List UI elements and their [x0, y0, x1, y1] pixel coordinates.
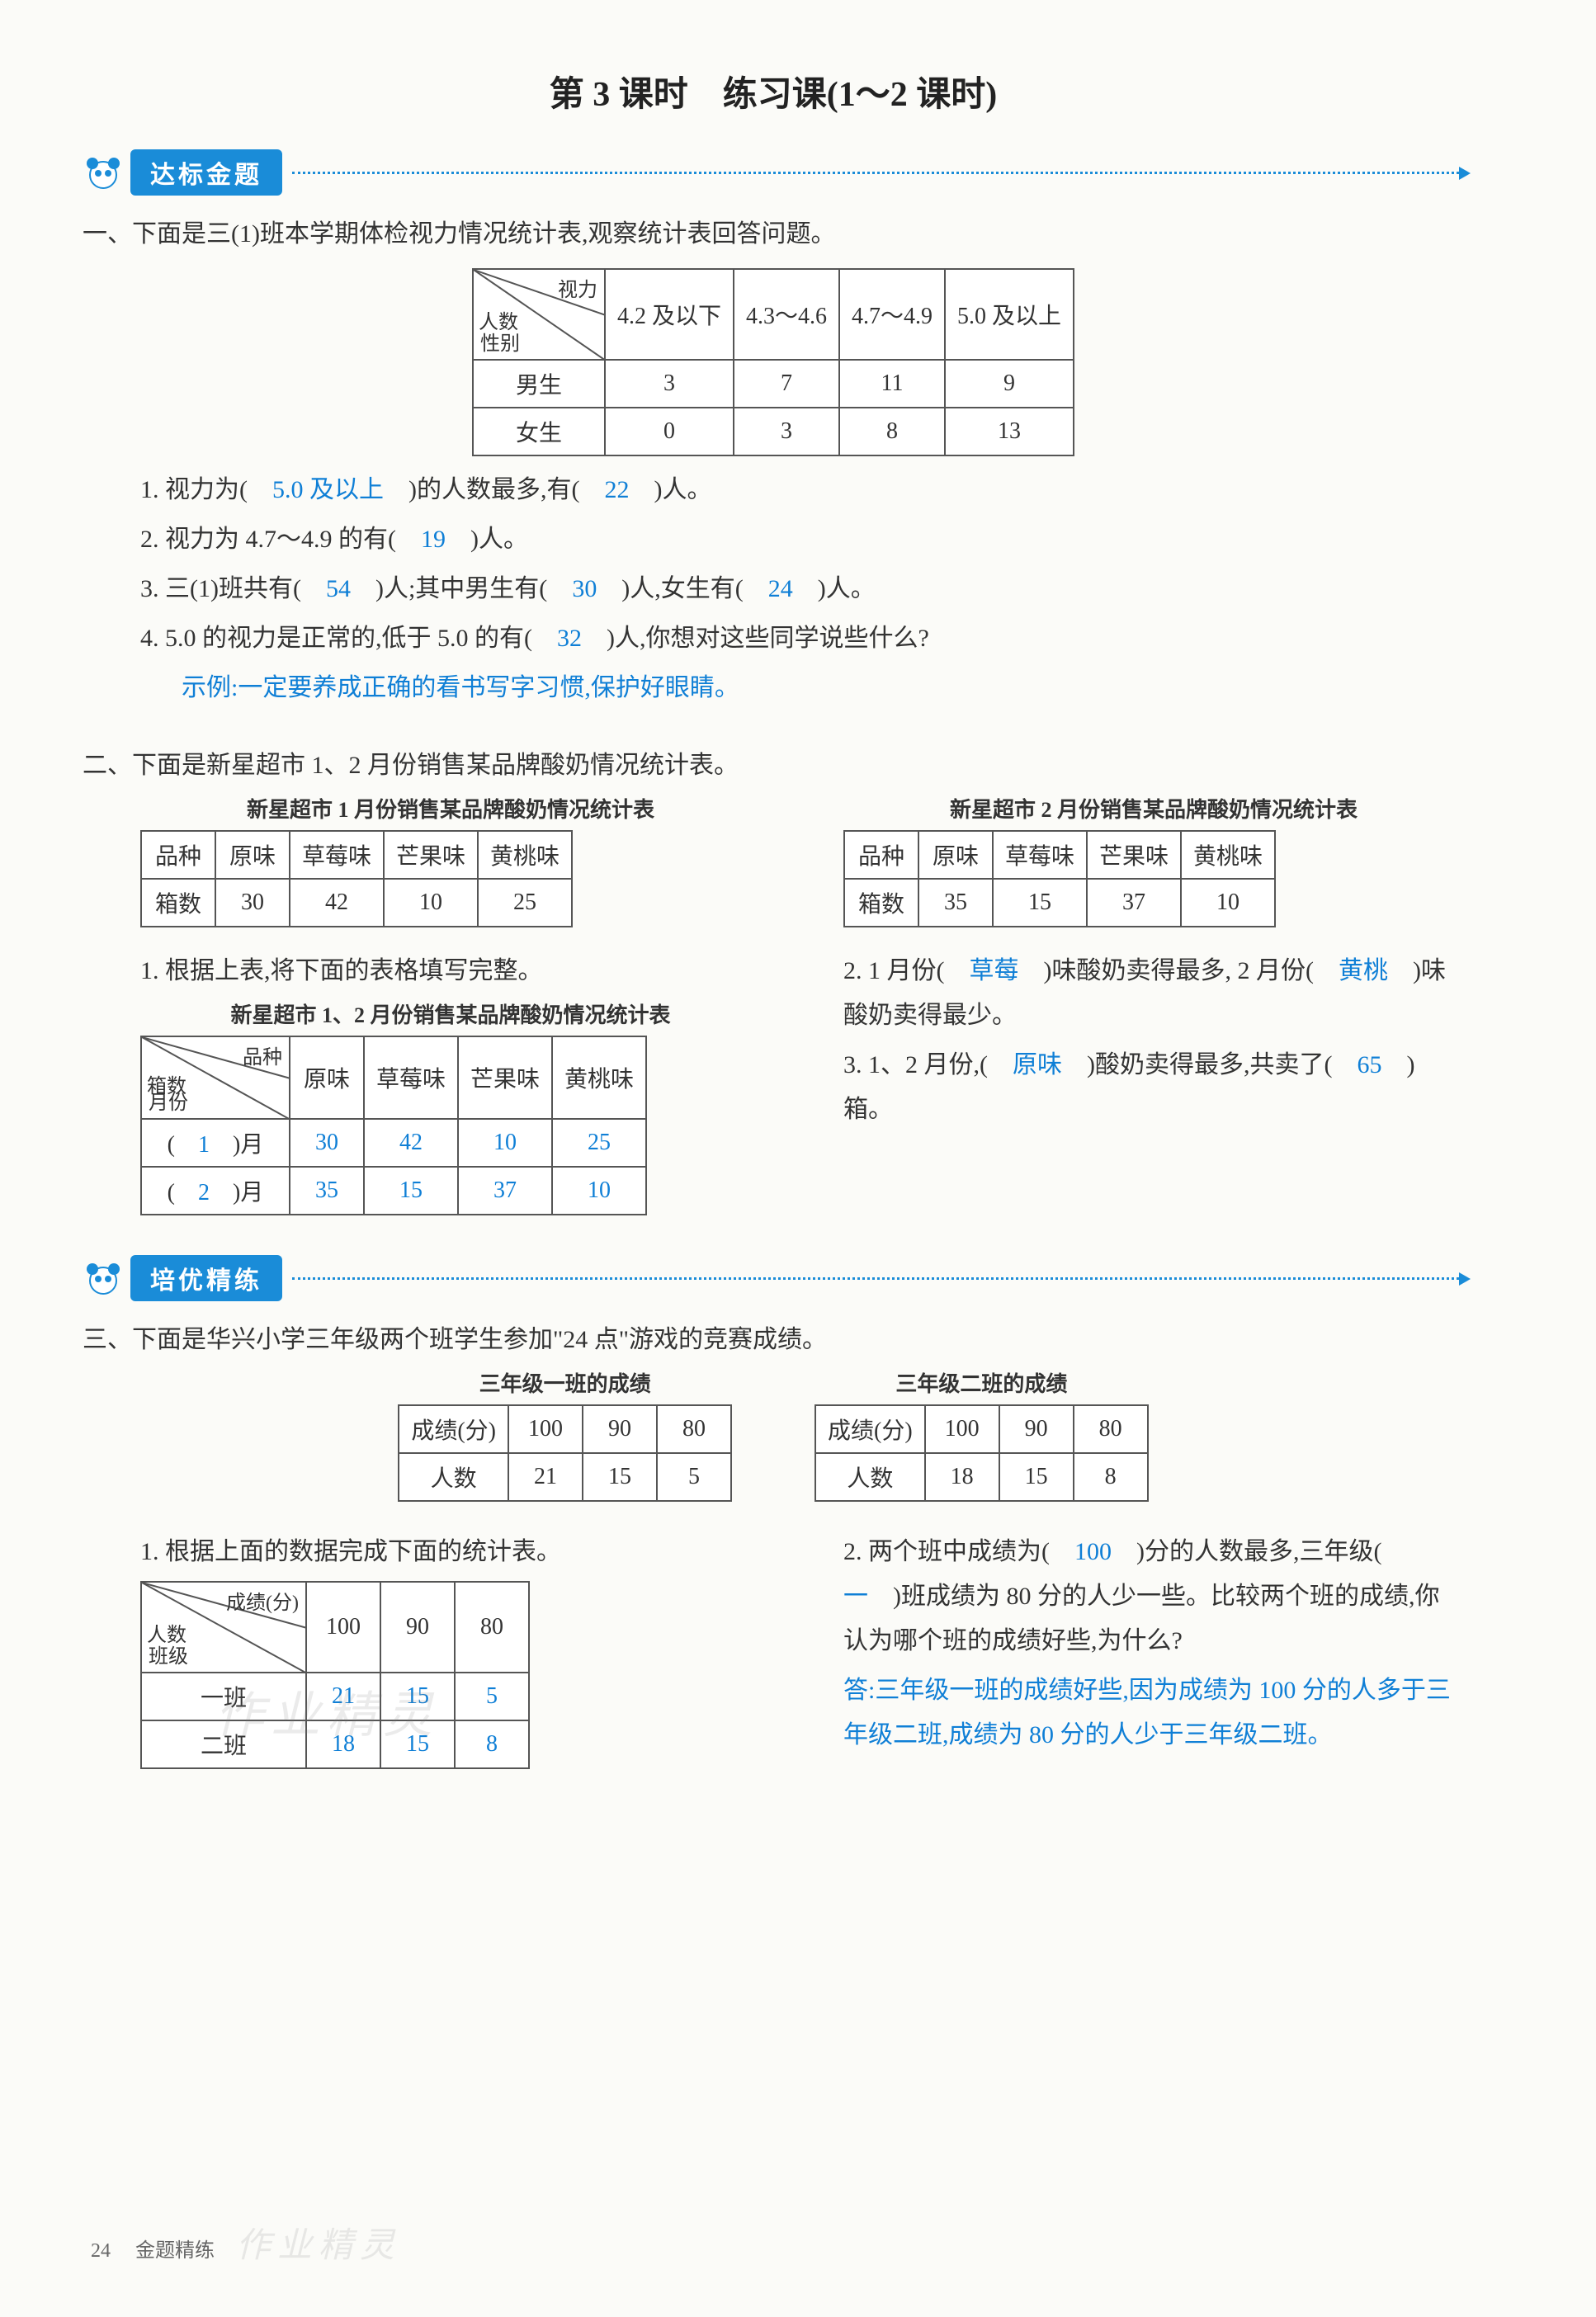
answer: 19	[421, 526, 446, 553]
q1-table-diag: 视力 人数 性别	[473, 269, 605, 360]
q3-sub2-answer: 答:三年级一班的成绩好些,因为成绩为 100 分的人多于三年级二班,成绩为 80…	[843, 1668, 1464, 1758]
q2-table-feb: 品种 原味 草莓味 芒果味 黄桃味 箱数 35 15 37 10	[843, 830, 1276, 927]
section-1-badge: 达标金题	[130, 149, 282, 196]
divider-line	[292, 172, 1464, 174]
q2-sub2: 2. 1 月份( 草莓 )味酸奶卖得最多, 2 月份( 黄桃 )味酸奶卖得最少。	[843, 949, 1464, 1038]
page-number: 24	[91, 2240, 111, 2262]
q3-right-title: 三年级二班的成绩	[815, 1367, 1149, 1398]
q3-diag: 成绩(分) 人数 班级	[141, 1582, 306, 1673]
answer: 32	[557, 625, 582, 652]
answer: 1	[198, 1132, 210, 1158]
table-row: 一班 21 15 5	[141, 1673, 529, 1720]
q1-table: 视力 人数 性别 4.2 及以下 4.3～4.6 4.7～4.9 5.0 及以上…	[472, 268, 1074, 456]
section-2-badge: 培优精练	[130, 1255, 282, 1301]
q1-sub3: 3. 三(1)班共有( 54 )人;其中男生有( 30 )人,女生有( 24 )…	[83, 567, 1464, 611]
answer: 原味	[1013, 1051, 1062, 1078]
q3-sub-row: 1. 根据上面的数据完成下面的统计表。 成绩(分) 人数 班级 100 90 8…	[83, 1525, 1464, 1776]
answer: 54	[326, 575, 351, 602]
section-2-header: 培优精练	[83, 1255, 1464, 1301]
q1-sub4: 4. 5.0 的视力是正常的,低于 5.0 的有( 32 )人,你想对这些同学说…	[83, 616, 1464, 661]
page-title: 第 3 课时 练习课(1～2 课时)	[83, 66, 1464, 116]
divider-line	[292, 1277, 1464, 1280]
q1-col-0: 4.2 及以下	[605, 269, 734, 360]
answer: 5.0 及以上	[272, 476, 384, 503]
q2-combined-title: 新星超市 1、2 月份销售某品牌酸奶情况统计表	[140, 998, 761, 1029]
answer: 100	[1074, 1538, 1112, 1565]
section-1-header: 达标金题	[83, 149, 1464, 196]
worksheet-page: 第 3 课时 练习课(1～2 课时) 达标金题 一、下面是三(1)班本学期体检视…	[0, 0, 1596, 2317]
answer: 22	[604, 476, 629, 503]
answer: 24	[768, 575, 793, 602]
q2-sub3: 3. 1、2 月份,( 原味 )酸奶卖得最多,共卖了( 65 )箱。	[843, 1043, 1464, 1132]
q3-sub1: 1. 根据上面的数据完成下面的统计表。	[140, 1530, 761, 1574]
q2-sub1: 1. 根据上表,将下面的表格填写完整。	[140, 949, 761, 993]
footer: 24 金题精练 作业精灵	[91, 2217, 385, 2267]
q1-col-1: 4.3～4.6	[734, 269, 839, 360]
answer: 草莓	[970, 957, 1019, 984]
q2-sub-row: 1. 根据上表,将下面的表格填写完整。 新星超市 1、2 月份销售某品牌酸奶情况…	[83, 944, 1464, 1222]
answer: 黄桃	[1339, 957, 1388, 984]
answer: 30	[572, 575, 597, 602]
q1-sub1: 1. 视力为( 5.0 及以上 )的人数最多,有( 22 )人。	[83, 468, 1464, 512]
table-row: 男生 3 7 11 9	[473, 360, 1074, 408]
watermark: 作业精灵	[236, 2227, 401, 2265]
q2-table-jan: 品种 原味 草莓味 芒果味 黄桃味 箱数 30 42 10 25	[140, 830, 573, 927]
q2-tables-row: 新星超市 1 月份销售某品牌酸奶情况统计表 品种 原味 草莓味 芒果味 黄桃味 …	[83, 793, 1464, 934]
q2-left-title: 新星超市 1 月份销售某品牌酸奶情况统计表	[140, 793, 761, 823]
q1-col-3: 5.0 及以上	[945, 269, 1074, 360]
q3-table-class1: 成绩(分) 100 90 80 人数 21 15 5	[398, 1404, 732, 1502]
answer: 65	[1357, 1051, 1381, 1078]
panda-icon	[83, 152, 124, 193]
table-row: ( 1 )月 30 42 10 25	[141, 1119, 646, 1167]
panda-icon	[83, 1258, 124, 1299]
table-row: 人数 18 15 8	[815, 1453, 1148, 1501]
q1-stem: 一、下面是三(1)班本学期体检视力情况统计表,观察统计表回答问题。	[83, 212, 1464, 257]
q1-col-2: 4.7～4.9	[839, 269, 945, 360]
answer: 一	[843, 1583, 868, 1610]
q3-sub2: 2. 两个班中成绩为( 100 )分的人数最多,三年级( 一 )班成绩为 80 …	[843, 1530, 1464, 1663]
q3-table-class2: 成绩(分) 100 90 80 人数 18 15 8	[815, 1404, 1149, 1502]
q3-tables-row: 三年级一班的成绩 成绩(分) 100 90 80 人数 21 15 5 三年级二…	[83, 1367, 1464, 1508]
q1-sub4-answer: 示例:一定要养成正确的看书写字习惯,保护好眼睛。	[83, 666, 1464, 710]
table-row: 箱数 35 15 37 10	[844, 879, 1275, 927]
q3-stem: 三、下面是华兴小学三年级两个班学生参加"24 点"游戏的竞赛成绩。	[83, 1318, 1464, 1362]
table-row: 箱数 30 42 10 25	[141, 879, 572, 927]
q2-stem: 二、下面是新星超市 1、2 月份销售某品牌酸奶情况统计表。	[83, 743, 1464, 788]
q1-sub2: 2. 视力为 4.7～4.9 的有( 19 )人。	[83, 517, 1464, 562]
q3-combined-table: 成绩(分) 人数 班级 100 90 80 一班 21 15 5 二班 18	[140, 1581, 530, 1769]
footer-text: 金题精练	[135, 2240, 215, 2262]
q2-combined-table: 品种 箱数 月份 原味 草莓味 芒果味 黄桃味 ( 1 )月 30 42 10 …	[140, 1036, 647, 1215]
answer: 2	[198, 1180, 210, 1206]
q3-left-title: 三年级一班的成绩	[398, 1367, 732, 1398]
table-row: 二班 18 15 8	[141, 1720, 529, 1768]
table-row: 人数 21 15 5	[399, 1453, 731, 1501]
q2-right-title: 新星超市 2 月份销售某品牌酸奶情况统计表	[843, 793, 1464, 823]
table-row: ( 2 )月 35 15 37 10	[141, 1167, 646, 1215]
q2-diag: 品种 箱数 月份	[141, 1036, 290, 1119]
table-row: 女生 0 3 8 13	[473, 408, 1074, 455]
